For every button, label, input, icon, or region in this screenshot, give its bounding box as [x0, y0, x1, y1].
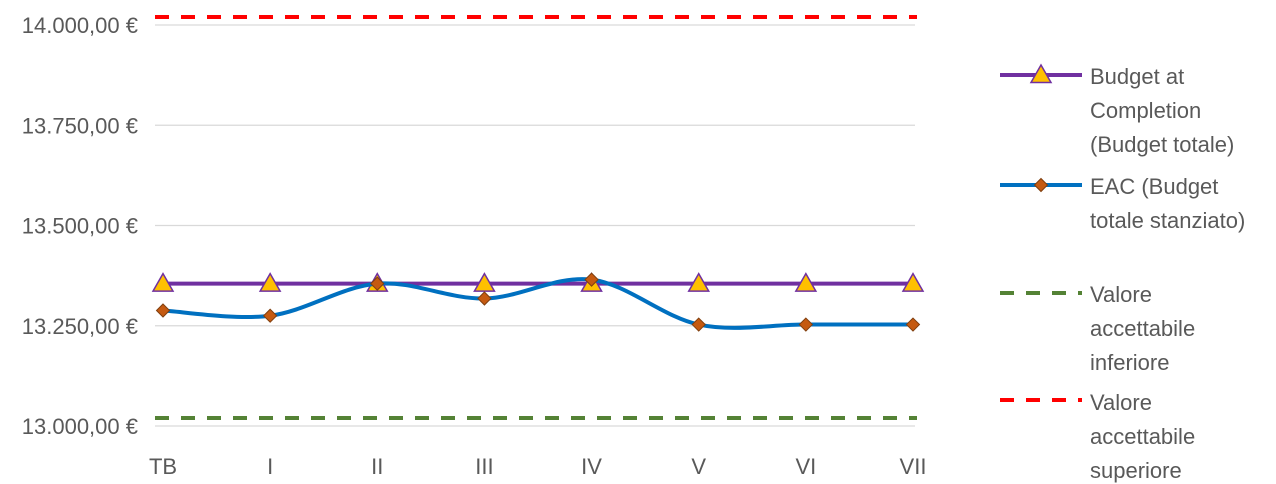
legend-label: superiore	[1090, 458, 1182, 483]
legend-label: accettabile	[1090, 424, 1195, 449]
data-point-marker	[262, 308, 278, 323]
legend-label: EAC (Budget	[1090, 174, 1218, 199]
y-tick-label: 13.000,00 €	[22, 414, 138, 439]
data-point-marker	[798, 317, 814, 332]
data-point-marker	[687, 272, 711, 292]
legend-label: totale stanziato)	[1090, 208, 1245, 233]
series-1	[155, 272, 921, 332]
data-point-marker	[473, 272, 496, 292]
data-point-marker	[584, 272, 599, 287]
x-tick-label: III	[475, 454, 493, 479]
legend: Budget at Completion (Budget totale) EAC (B…	[1000, 63, 1245, 483]
data-point-marker	[905, 317, 921, 332]
x-tick-label: IV	[581, 454, 602, 479]
data-point-marker	[258, 272, 282, 292]
data-point-marker	[151, 272, 175, 292]
legend-label: (Budget totale)	[1090, 132, 1234, 157]
legend-item-3: Valore accettabile superiore	[1000, 390, 1195, 483]
x-tick-label: II	[371, 454, 383, 479]
data-point-marker	[691, 317, 706, 332]
legend-item-1: EAC (Budget totale stanziato)	[1000, 174, 1245, 233]
y-tick-label: 13.500,00 €	[22, 214, 138, 239]
data-point-marker	[370, 276, 385, 291]
legend-label: accettabile	[1090, 316, 1195, 341]
series-line	[162, 277, 913, 330]
x-tick-label: V	[691, 454, 706, 479]
legend-item-2: Valore accettabile inferiore	[1000, 282, 1195, 375]
x-tick-label: VI	[795, 454, 816, 479]
legend-item-0: Budget at Completion (Budget totale)	[1000, 63, 1234, 157]
legend-label: Budget at	[1090, 64, 1184, 89]
legend-marker	[1033, 177, 1049, 193]
legend-marker	[1029, 63, 1053, 84]
x-tick-label: VII	[900, 454, 927, 479]
y-axis-ticks: 13.000,00 € 13.250,00 € 13.500,00 € 13.750,…	[22, 13, 138, 439]
series-layer	[151, 14, 925, 420]
legend-label: Completion	[1090, 98, 1201, 123]
data-point-marker	[155, 303, 171, 318]
y-tick-label: 14.000,00 €	[22, 13, 138, 38]
legend-label: Valore	[1090, 282, 1152, 307]
x-tick-label: TB	[149, 454, 177, 479]
x-tick-label: I	[267, 454, 273, 479]
legend-label: Valore	[1090, 390, 1152, 415]
data-point-marker	[477, 291, 492, 306]
legend-label: inferiore	[1090, 350, 1169, 375]
data-point-marker	[794, 272, 818, 292]
y-tick-label: 13.750,00 €	[22, 113, 138, 138]
data-point-marker	[901, 272, 925, 292]
x-axis-ticks: TB I II III IV V VI VII	[149, 454, 927, 479]
grid-lines	[155, 24, 915, 427]
y-tick-label: 13.250,00 €	[22, 314, 138, 339]
